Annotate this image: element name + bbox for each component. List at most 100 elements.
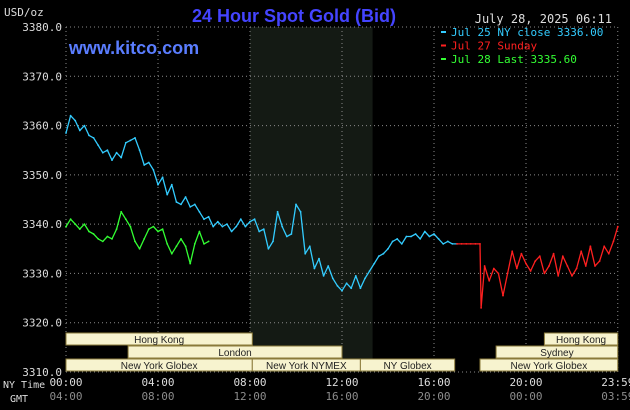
series-point [120, 156, 123, 159]
series-point [166, 193, 169, 196]
series-point [106, 235, 109, 238]
series-point [598, 260, 601, 262]
series-point [354, 275, 357, 277]
series-point [221, 225, 224, 228]
series-point [474, 243, 477, 245]
series-point [359, 287, 362, 290]
grid-lines [65, 26, 619, 373]
series-point [78, 129, 81, 132]
series-point [446, 240, 449, 243]
series-point [253, 218, 256, 221]
session-box [479, 358, 619, 372]
series-point [97, 238, 100, 240]
x-tick-label-ny: 04:00 [141, 376, 174, 389]
series-point [244, 225, 247, 228]
x-tick-label-ny: 12:00 [325, 376, 358, 389]
series-point [451, 243, 454, 245]
series-point [345, 282, 348, 285]
series-point [483, 265, 486, 267]
series-point [442, 243, 445, 245]
series-point [543, 272, 546, 275]
series-point [198, 210, 201, 213]
x-tick-label-gmt: 04:00 [49, 390, 82, 403]
series-point [281, 225, 284, 228]
y-tick-label: 3370.0 [22, 70, 62, 83]
series-point [295, 203, 297, 206]
session-box [127, 345, 343, 359]
series-point [571, 275, 573, 277]
series-point [497, 272, 500, 275]
series-point [83, 223, 86, 226]
series-point [502, 294, 504, 297]
x-axis: NY Time GMT 00:00 04:00 08:00 12:00 16:00 20:… [3, 376, 630, 405]
series-point [433, 233, 435, 235]
series-point [465, 243, 468, 245]
series-point [239, 218, 242, 221]
series-point [603, 245, 606, 248]
series-point [175, 245, 178, 248]
series-point [161, 176, 164, 179]
series-point [129, 139, 132, 142]
series-point [322, 275, 325, 277]
chart-title: 24 Hour Spot Gold (Bid) [192, 6, 396, 26]
series-point [111, 159, 113, 162]
series-point [308, 245, 311, 248]
series-point [97, 144, 100, 147]
series-point [230, 230, 233, 233]
series-point [138, 149, 141, 152]
series-point [207, 240, 210, 243]
series-point [180, 238, 182, 240]
x-tick-label-gmt: 03:59 [601, 390, 630, 403]
x-tick-label-ny: 23:59 [601, 376, 630, 389]
series-point [529, 270, 532, 272]
site-link[interactable]: www.kitco.com [68, 38, 199, 58]
series-point [350, 287, 353, 290]
series-point [410, 235, 412, 238]
series-point [216, 220, 219, 223]
session-box [543, 332, 619, 346]
series-point [193, 203, 196, 206]
series-point [479, 243, 481, 245]
series-point [285, 235, 288, 238]
series-point [313, 267, 316, 270]
legend-entry: Jul 28 Last 3335.60 [451, 53, 577, 66]
series-point [124, 218, 127, 221]
series-point [566, 265, 569, 267]
x-tick-label-gmt: 16:00 [325, 390, 358, 403]
series-point [143, 238, 146, 240]
series-point [616, 225, 619, 228]
series-point [428, 235, 431, 238]
x-tick-label-ny: 20:00 [509, 376, 542, 389]
series-point [391, 240, 394, 243]
series-point [525, 262, 527, 265]
series-point [460, 243, 463, 245]
series-point [272, 240, 274, 243]
series-point [189, 262, 192, 265]
series-point [129, 225, 132, 228]
price-series [65, 114, 619, 309]
series-point [299, 210, 302, 213]
series-point [589, 245, 592, 248]
series-point [69, 218, 72, 221]
series-point [377, 255, 380, 258]
series-point [143, 164, 146, 166]
market-sessions: Hong Kong London New York Globex New York N… [65, 332, 619, 372]
series-point [74, 223, 77, 226]
series-point [175, 201, 178, 203]
series-point [373, 262, 376, 265]
series-point [304, 252, 307, 255]
series-point [65, 225, 67, 228]
series-point [69, 114, 72, 117]
gmt-label: GMT [10, 394, 28, 405]
series-point [120, 210, 123, 213]
series-point [423, 230, 426, 233]
series-point [198, 230, 201, 233]
series-point [405, 235, 408, 238]
series-point [65, 132, 67, 134]
series-point [88, 134, 90, 137]
series-point [235, 225, 238, 228]
series-point [548, 265, 550, 267]
x-tick-label-gmt: 20:00 [417, 390, 450, 403]
series-point [511, 250, 514, 253]
